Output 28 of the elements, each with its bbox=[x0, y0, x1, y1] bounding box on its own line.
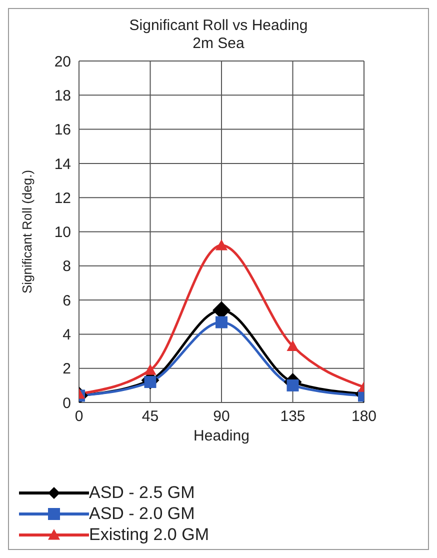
y-tick-label: 16 bbox=[54, 122, 71, 139]
y-tick-label: 20 bbox=[54, 53, 71, 70]
y-tick-label: 0 bbox=[62, 394, 71, 412]
x-axis-title: Heading bbox=[194, 428, 250, 444]
point bbox=[144, 364, 156, 375]
y-tick-label: 4 bbox=[62, 326, 71, 344]
point bbox=[286, 379, 299, 392]
y-tick-label: 6 bbox=[62, 292, 71, 310]
point bbox=[216, 239, 228, 250]
legend-label: ASD - 2.0 GM bbox=[89, 504, 195, 524]
y-tick-label: 14 bbox=[54, 156, 71, 173]
x-tick-label: 45 bbox=[142, 408, 159, 426]
x-tick-label: 135 bbox=[280, 408, 306, 426]
chart-title: Significant Roll vs Heading bbox=[128, 17, 309, 35]
y-tick-label: 12 bbox=[54, 190, 71, 207]
legend-label: Existing 2.0 GM bbox=[89, 525, 209, 545]
point bbox=[286, 340, 299, 351]
y-tick-label: 8 bbox=[62, 258, 71, 276]
y-tick-label: 2 bbox=[62, 360, 71, 378]
x-tick-label: 90 bbox=[213, 408, 230, 426]
x-tick-label: 0 bbox=[74, 408, 84, 426]
y-axis-title: Significant Roll (deg.) bbox=[20, 170, 35, 294]
x-tick-label: 180 bbox=[351, 408, 377, 426]
y-tick-label: 10 bbox=[54, 224, 71, 242]
point bbox=[216, 316, 228, 328]
legend-label: ASD - 2.5 GM bbox=[89, 483, 195, 503]
y-tick-label: 18 bbox=[54, 87, 71, 104]
chart-subtitle: 2m Sea bbox=[192, 35, 246, 53]
